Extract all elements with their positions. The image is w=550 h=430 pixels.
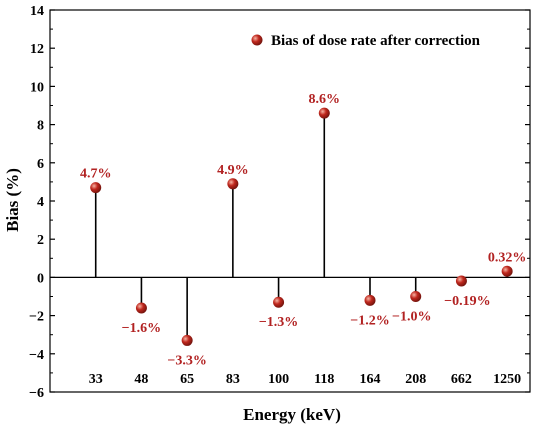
- data-point: [318, 107, 330, 119]
- y-tick-label: −6: [29, 386, 44, 401]
- x-axis-ticks: 33 48 65 83 100 118 164 208 662 1250: [89, 372, 521, 387]
- y-tick-label: 6: [37, 157, 44, 172]
- y-tick-label: 14: [30, 4, 44, 19]
- data-point: [181, 334, 193, 346]
- y-tick-label: 12: [30, 42, 44, 57]
- y-axis-title: Bias (%): [3, 168, 22, 232]
- y-tick-label: 8: [37, 119, 44, 134]
- data-label: 4.9%: [217, 163, 249, 178]
- data-label: −1.3%: [259, 315, 298, 330]
- x-tick-label: 83: [226, 372, 240, 387]
- data-point: [410, 291, 422, 302]
- y-tick-label: 4: [37, 195, 44, 210]
- data-point: [364, 294, 376, 306]
- data-labels: 4.7% −1.6% −3.3% 4.9% −1.3% 8.6% −1.2% −1.0% −0.…: [80, 92, 526, 368]
- x-tick-label: 118: [314, 372, 334, 387]
- x-tick-label: 208: [405, 372, 426, 387]
- x-tick-label: 48: [134, 372, 148, 387]
- y-axis-ticks: −6 −4 −2 0 2 4 6 8 10 12 14: [29, 4, 530, 401]
- legend: Bias of dose rate after correction: [251, 33, 481, 49]
- data-label: −1.0%: [392, 310, 431, 325]
- data-point: [273, 296, 285, 308]
- data-label: −3.3%: [167, 353, 206, 368]
- x-tick-label: 100: [268, 372, 289, 387]
- data-point: [135, 302, 147, 314]
- data-label: −1.6%: [122, 321, 161, 336]
- data-point: [90, 182, 102, 194]
- x-tick-label: 33: [89, 372, 103, 387]
- data-label: 8.6%: [309, 92, 341, 107]
- data-stems: [94, 113, 508, 341]
- y-tick-label: −4: [29, 348, 44, 363]
- data-points: [90, 107, 513, 346]
- data-point: [455, 275, 467, 287]
- y-tick-label: 0: [37, 271, 44, 286]
- data-point: [227, 178, 239, 190]
- legend-marker: [251, 34, 263, 46]
- data-label: 0.32%: [488, 250, 527, 265]
- y-tick-label: 10: [30, 80, 44, 95]
- data-point: [501, 265, 513, 277]
- data-label: 4.7%: [80, 167, 112, 182]
- y-tick-label: −2: [29, 310, 44, 325]
- x-tick-label: 164: [360, 372, 381, 387]
- data-label: −0.19%: [444, 294, 490, 309]
- x-tick-label: 65: [180, 372, 194, 387]
- x-tick-label: 662: [451, 372, 472, 387]
- x-axis-title: Energy (keV): [243, 405, 341, 424]
- data-label: −1.2%: [350, 313, 389, 328]
- y-tick-label: 2: [37, 233, 44, 248]
- legend-label: Bias of dose rate after correction: [271, 33, 481, 49]
- x-tick-label: 1250: [493, 372, 521, 387]
